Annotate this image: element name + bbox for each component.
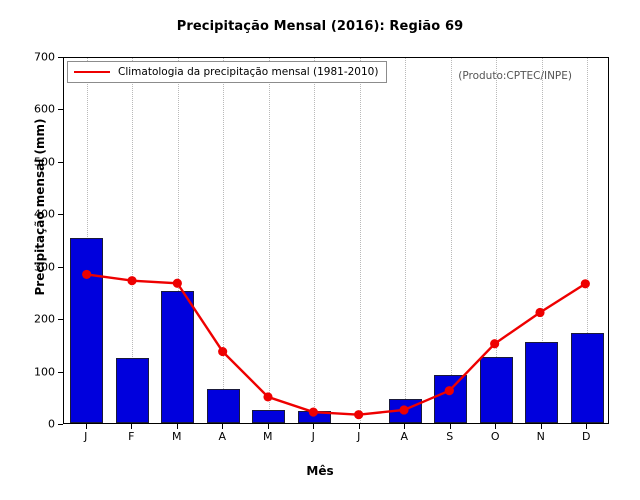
climatology-marker bbox=[172, 278, 182, 288]
climatology-marker bbox=[444, 386, 454, 396]
climatology-markers bbox=[82, 269, 590, 420]
bar bbox=[252, 409, 286, 423]
y-tick-mark bbox=[58, 109, 63, 111]
gridline bbox=[405, 58, 407, 423]
gridline bbox=[359, 58, 362, 423]
x-tick-label: A bbox=[218, 430, 227, 443]
climatology-line-series bbox=[82, 269, 590, 420]
x-tick-label: N bbox=[536, 430, 545, 443]
y-tick-mark bbox=[58, 424, 63, 425]
y-tick-label: 400 bbox=[34, 207, 55, 221]
x-tick-mark bbox=[313, 424, 315, 429]
y-tick-label: 100 bbox=[34, 365, 55, 379]
x-tick-label: M bbox=[263, 430, 273, 443]
bar bbox=[479, 357, 513, 423]
y-tick-mark bbox=[58, 371, 63, 373]
x-tick-label: A bbox=[400, 430, 409, 443]
x-tick-mark bbox=[222, 424, 224, 429]
bar bbox=[434, 374, 468, 423]
y-tick-mark bbox=[58, 214, 63, 216]
y-tick-mark bbox=[58, 319, 63, 321]
x-tick-mark bbox=[267, 424, 269, 429]
x-tick-label: J bbox=[357, 430, 361, 443]
x-tick-label: M bbox=[172, 430, 182, 443]
climatology-marker bbox=[218, 346, 228, 357]
x-tick-label: J bbox=[311, 430, 315, 443]
bar bbox=[206, 388, 240, 423]
y-tick-label: 600 bbox=[34, 102, 55, 116]
x-tick-mark bbox=[176, 424, 178, 429]
x-tick-label: D bbox=[582, 430, 591, 443]
gridline bbox=[541, 58, 544, 423]
climatology-polyline bbox=[87, 274, 586, 414]
climatology-marker bbox=[354, 410, 364, 420]
bar bbox=[70, 237, 104, 423]
x-tick-label: F bbox=[128, 430, 135, 443]
bar bbox=[525, 342, 559, 423]
source-note: (Produto:CPTEC/INPE) bbox=[458, 70, 572, 82]
gridline bbox=[177, 58, 180, 423]
x-tick-mark bbox=[404, 424, 406, 429]
climatology-marker bbox=[263, 392, 273, 402]
gridline bbox=[496, 58, 498, 423]
plot-inner bbox=[64, 58, 608, 423]
y-tick-label: 300 bbox=[34, 260, 55, 274]
y-tick-label: 700 bbox=[34, 50, 55, 64]
gridline bbox=[132, 58, 134, 423]
bar bbox=[570, 332, 604, 423]
y-tick-label: 500 bbox=[34, 155, 55, 169]
gridline bbox=[268, 58, 271, 423]
climatology-marker bbox=[490, 339, 500, 349]
gridline bbox=[223, 58, 225, 423]
x-tick-mark bbox=[131, 424, 133, 429]
bar bbox=[161, 290, 195, 423]
x-axis-label: Mês bbox=[306, 464, 334, 478]
y-tick-label: 200 bbox=[34, 312, 55, 326]
x-tick-mark bbox=[540, 424, 542, 429]
gridline bbox=[314, 58, 316, 423]
climatology-marker bbox=[399, 405, 409, 415]
legend-label-climatology: Climatologia da precipitação mensal (198… bbox=[118, 66, 379, 78]
climatology-marker bbox=[535, 307, 545, 318]
climatology-marker bbox=[82, 269, 92, 279]
x-tick-label: O bbox=[490, 430, 500, 443]
gridline bbox=[587, 58, 589, 423]
x-tick-label: J bbox=[84, 430, 88, 443]
chart-title: Precipitação Mensal (2016): Região 69 bbox=[176, 19, 464, 34]
y-tick-mark bbox=[58, 266, 63, 268]
climatology-marker bbox=[127, 276, 137, 286]
plot-area bbox=[63, 57, 609, 424]
legend-line-swatch-icon bbox=[74, 71, 110, 73]
x-tick-mark bbox=[449, 424, 451, 429]
climatology-marker bbox=[580, 279, 590, 289]
x-tick-label: S bbox=[446, 430, 454, 443]
y-tick-label: 0 bbox=[48, 417, 55, 431]
x-tick-mark bbox=[586, 424, 588, 429]
x-tick-mark bbox=[85, 424, 87, 429]
x-tick-mark bbox=[495, 424, 497, 429]
climatology-marker bbox=[308, 407, 318, 417]
legend: Climatologia da precipitação mensal (198… bbox=[67, 61, 388, 83]
y-tick-mark bbox=[58, 161, 63, 163]
gridline bbox=[450, 58, 453, 423]
x-tick-mark bbox=[358, 424, 360, 429]
y-tick-mark bbox=[58, 57, 63, 58]
bar bbox=[115, 358, 149, 423]
